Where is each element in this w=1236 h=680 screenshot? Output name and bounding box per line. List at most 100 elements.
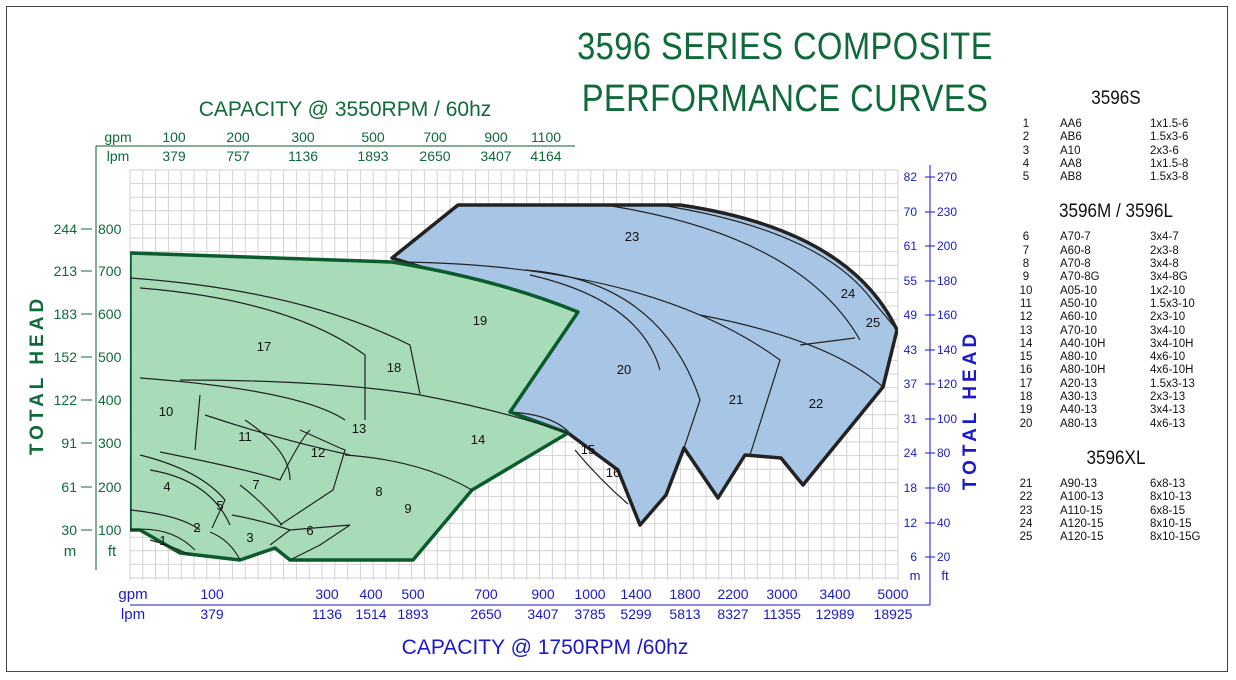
top-lpm-tick-label: 1893 bbox=[357, 148, 388, 164]
right-ft-tick-label: 120 bbox=[937, 377, 957, 391]
bottom-lpm-tick-label: 1893 bbox=[397, 606, 428, 622]
legend-num: 21 bbox=[1019, 477, 1033, 490]
bottom-lpm-tick-labels: 379 1136 1514 1893 2650 3407 3785 5299 5813 8327 1… bbox=[200, 606, 912, 622]
legend-size: 4x6-10 bbox=[1150, 351, 1186, 364]
region-label-16: 16 bbox=[606, 465, 620, 480]
legend-size: 3x4-10 bbox=[1150, 324, 1186, 337]
region-label-25: 25 bbox=[866, 315, 880, 330]
legend-row: 16 A80-10H 4x6-10H bbox=[1010, 364, 1222, 377]
blue-axis-lines bbox=[130, 165, 931, 606]
legend-row: 12 A60-10 2x3-10 bbox=[1010, 311, 1222, 324]
left-m-label: m bbox=[64, 543, 77, 560]
legend-size: 1.5x3-6 bbox=[1150, 131, 1189, 144]
left-ft-tick-label: 800 bbox=[98, 221, 122, 237]
legend-row: 24 A120-15 8x10-15 bbox=[1010, 518, 1222, 531]
left-m-tick-label: 152 bbox=[54, 349, 78, 365]
region-label-1: 1 bbox=[159, 533, 166, 548]
right-ft-tick-label: 140 bbox=[937, 343, 957, 357]
region-label-20: 20 bbox=[617, 362, 631, 377]
legend-model: A120-15 bbox=[1060, 517, 1104, 530]
blue-regions bbox=[390, 203, 898, 527]
region-label-5: 5 bbox=[216, 498, 223, 513]
legend-row: 15 A80-10 4x6-10 bbox=[1010, 351, 1222, 364]
legend-num: 19 bbox=[1019, 404, 1033, 417]
left-m-tick-label: 244 bbox=[54, 221, 78, 237]
bottom-lpm-tick-label: 12989 bbox=[816, 606, 855, 622]
legend-size: 3x4-10H bbox=[1150, 337, 1194, 350]
bottom-gpm-tick-label: 100 bbox=[200, 586, 224, 602]
legend-size: 1.5x3-13 bbox=[1150, 377, 1195, 390]
right-ft-tick-label: 20 bbox=[937, 550, 951, 564]
legend-size: 3x4-13 bbox=[1150, 404, 1186, 417]
legend-model: A100-13 bbox=[1060, 491, 1104, 504]
legend-num: 25 bbox=[1019, 531, 1033, 544]
legend-num: 2 bbox=[1022, 131, 1030, 144]
legend-num: 5 bbox=[1022, 171, 1030, 184]
left-ft-tick-label: 600 bbox=[98, 306, 122, 322]
top-gpm-tick-labels: 100 200 300 500 700 900 1100 bbox=[162, 129, 561, 145]
bottom-axis-title: CAPACITY @ 1750RPM /60hz bbox=[402, 636, 689, 659]
right-m-tick-label: 24 bbox=[904, 446, 918, 460]
legend-size: 3x4-8G bbox=[1150, 271, 1188, 284]
legend-group-title: 3596XL bbox=[1086, 447, 1146, 469]
legend-model: A70-10 bbox=[1060, 324, 1098, 337]
axis-ticks bbox=[81, 176, 935, 558]
legend-row: 17 A20-13 1.5x3-13 bbox=[1010, 378, 1222, 391]
legend-size: 2x3-13 bbox=[1150, 391, 1186, 404]
legend-num: 10 bbox=[1019, 284, 1033, 297]
legend-row: 4 AA8 1x1.5-8 bbox=[1010, 158, 1222, 171]
region-label-10: 10 bbox=[159, 404, 173, 419]
legend-model: A60-8 bbox=[1060, 244, 1091, 257]
bottom-lpm-tick-label: 1136 bbox=[312, 606, 342, 622]
bottom-lpm-tick-label: 3407 bbox=[527, 606, 558, 622]
right-m-tick-label: 82 bbox=[904, 170, 918, 184]
left-m-tick-label: 91 bbox=[61, 435, 77, 451]
legend-size: 6x8-15 bbox=[1150, 504, 1186, 517]
top-lpm-tick-label: 4164 bbox=[530, 148, 561, 164]
legend-row: 19 A40-13 3x4-13 bbox=[1010, 404, 1222, 417]
legend-model: A80-13 bbox=[1060, 417, 1098, 430]
region-label-19: 19 bbox=[473, 313, 487, 328]
left-m-tick-label: 61 bbox=[61, 479, 77, 495]
legend-row: 3 A10 2x3-6 bbox=[1010, 145, 1222, 158]
left-ft-tick-label: 100 bbox=[98, 522, 122, 538]
legend-num: 24 bbox=[1019, 517, 1033, 530]
legend-row: 10 A05-10 1x2-10 bbox=[1010, 285, 1222, 298]
right-m-tick-labels: 6 12 18 24 31 37 43 49 55 61 70 82 bbox=[904, 170, 918, 564]
bottom-gpm-tick-label: 2200 bbox=[717, 586, 748, 602]
right-m-tick-label: 61 bbox=[904, 239, 918, 253]
legend-model: A120-15 bbox=[1060, 531, 1104, 544]
region-label-13: 13 bbox=[352, 421, 366, 436]
legend-size: 2x3-8 bbox=[1150, 244, 1179, 257]
legend-model: AA6 bbox=[1060, 118, 1082, 130]
right-ft-tick-label: 100 bbox=[937, 412, 957, 426]
legend-row: 6 A70-7 3x4-7 bbox=[1010, 231, 1222, 244]
top-lpm-tick-labels: 379 757 1136 1893 2650 3407 4164 bbox=[162, 148, 561, 164]
legend-group-title: 3596M / 3596L bbox=[1058, 201, 1174, 223]
top-lpm-tick-label: 3407 bbox=[480, 148, 511, 164]
legend-size: 8x10-15 bbox=[1150, 517, 1192, 530]
legend-num: 15 bbox=[1019, 351, 1033, 364]
legend-model: A10 bbox=[1060, 144, 1081, 157]
legend-model: A20-13 bbox=[1060, 377, 1098, 390]
legend-num: 17 bbox=[1019, 377, 1033, 390]
right-ft-label: ft bbox=[941, 568, 949, 583]
region-label-11: 11 bbox=[238, 429, 252, 444]
legend-model: A90-13 bbox=[1060, 477, 1098, 490]
legend-size: 1x1.5-8 bbox=[1150, 157, 1189, 170]
legend-row: 22 A100-13 8x10-13 bbox=[1010, 491, 1222, 504]
left-m-tick-label: 213 bbox=[54, 263, 78, 279]
legend-size: 1x1.5-6 bbox=[1150, 118, 1189, 130]
bottom-gpm-tick-label: 3000 bbox=[766, 586, 797, 602]
legend-size: 2x3-10 bbox=[1150, 311, 1186, 324]
legend-row: 5 AB8 1.5x3-8 bbox=[1010, 171, 1222, 184]
bottom-gpm-tick-label: 1000 bbox=[574, 586, 605, 602]
right-axis-title: TOTAL HEAD bbox=[960, 330, 981, 490]
legend-size: 1.5x3-8 bbox=[1150, 171, 1189, 184]
bottom-gpm-tick-label: 1400 bbox=[620, 586, 651, 602]
top-gpm-tick-label: 100 bbox=[162, 129, 186, 145]
legend-num: 8 bbox=[1022, 258, 1030, 271]
legend-model: A05-10 bbox=[1060, 284, 1098, 297]
region-label-2: 2 bbox=[193, 520, 200, 535]
legend-model: A40-10H bbox=[1060, 337, 1106, 350]
